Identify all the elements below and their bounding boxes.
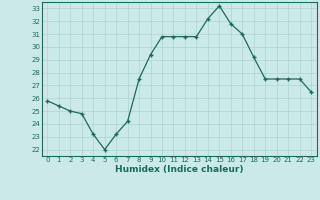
X-axis label: Humidex (Indice chaleur): Humidex (Indice chaleur) (115, 165, 244, 174)
